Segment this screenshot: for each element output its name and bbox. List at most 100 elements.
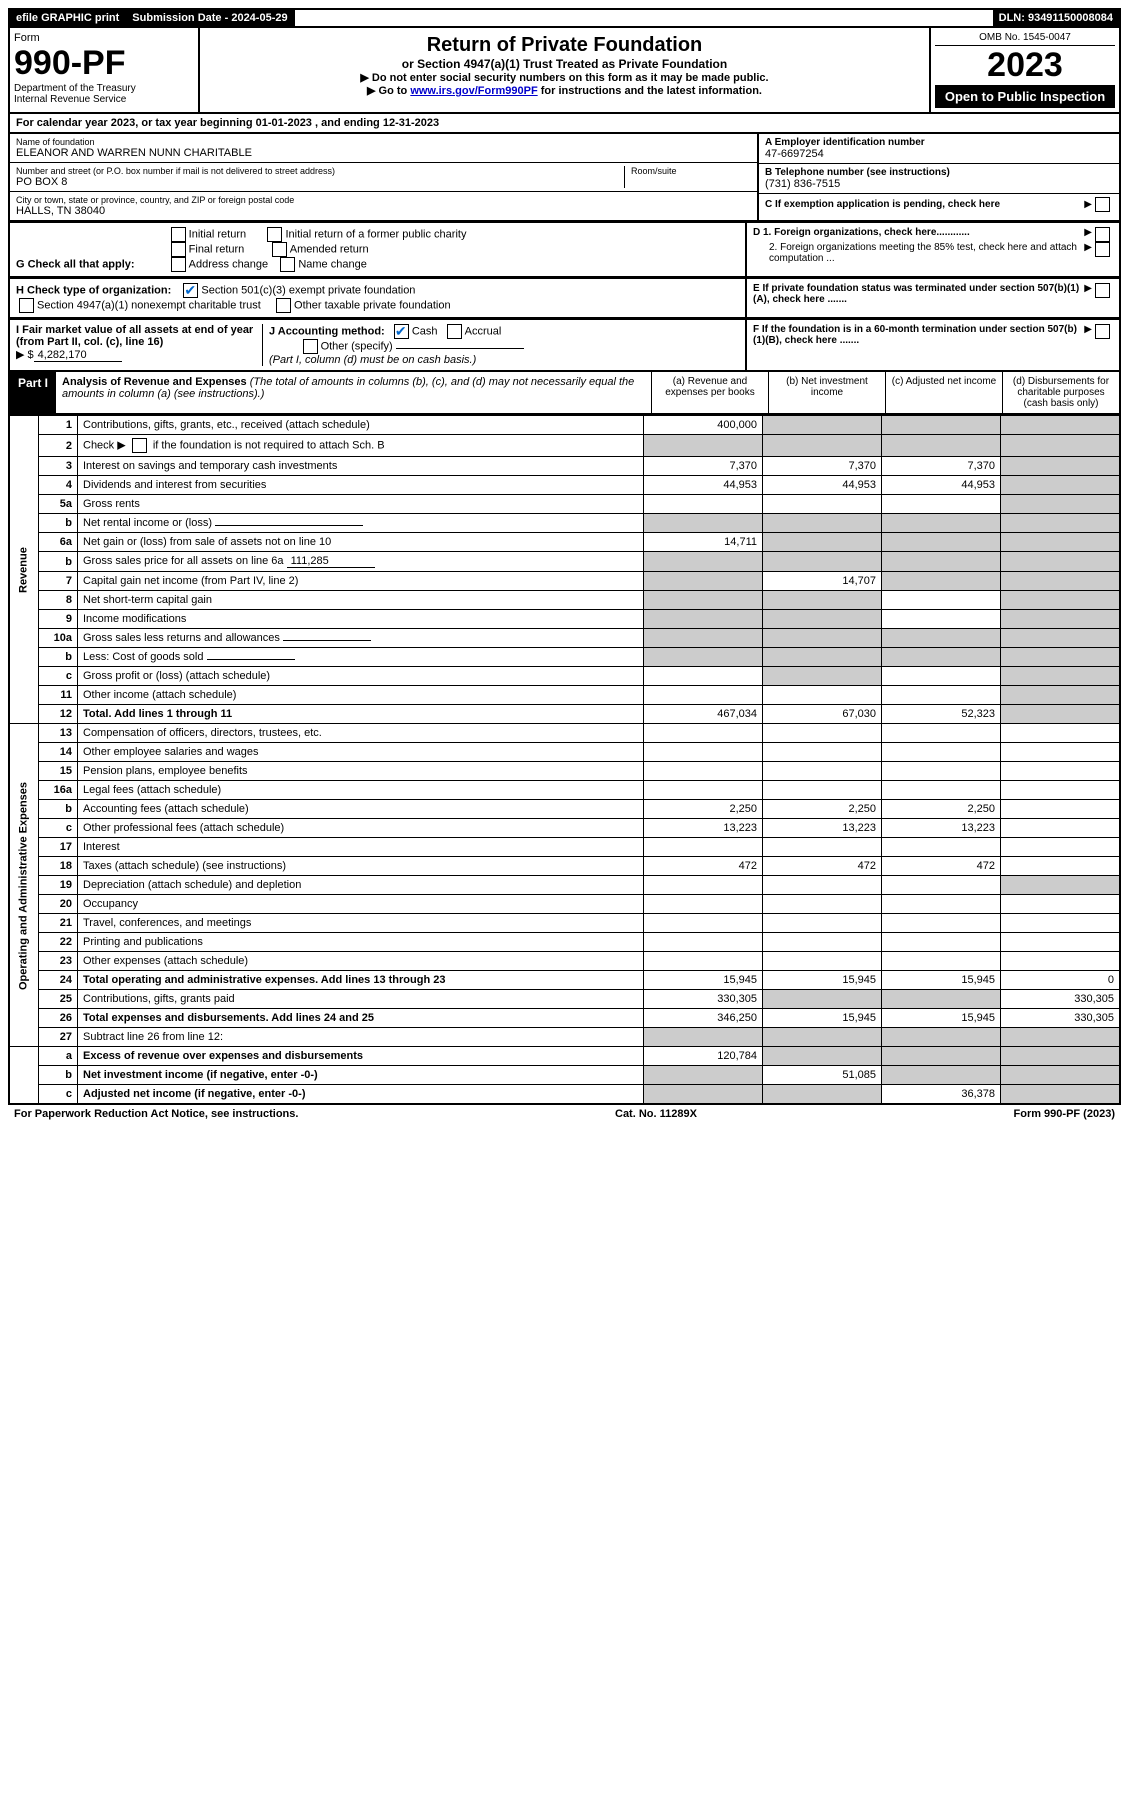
footer-right: Form 990-PF (2023): [1014, 1108, 1115, 1120]
subdate: Submission Date - 2024-05-29: [126, 10, 294, 26]
irs-link[interactable]: www.irs.gov/Form990PF: [410, 85, 537, 97]
table-row: 7Capital gain net income (from Part IV, …: [9, 572, 1120, 591]
street: PO BOX 8: [16, 176, 624, 188]
table-row: aExcess of revenue over expenses and dis…: [9, 1047, 1120, 1066]
table-row: bGross sales price for all assets on lin…: [9, 552, 1120, 572]
l2-cb[interactable]: [132, 438, 147, 453]
g-amended[interactable]: [272, 242, 287, 257]
open-inspection: Open to Public Inspection: [935, 85, 1115, 108]
table-row: 8Net short-term capital gain: [9, 591, 1120, 610]
d1: D 1. Foreign organizations, check here..…: [753, 227, 1084, 242]
city: HALLS, TN 38040: [16, 205, 751, 217]
table-row: 6aNet gain or (loss) from sale of assets…: [9, 533, 1120, 552]
table-row: 22Printing and publications: [9, 933, 1120, 952]
table-row: 23Other expenses (attach schedule): [9, 952, 1120, 971]
footer-mid: Cat. No. 11289X: [615, 1108, 697, 1120]
form-number: 990-PF: [14, 44, 194, 83]
c-checkbox[interactable]: [1095, 197, 1110, 212]
j-label: J Accounting method:: [269, 325, 385, 337]
j-other[interactable]: [303, 339, 318, 354]
d1-cb[interactable]: [1095, 227, 1110, 242]
top-bar: efile GRAPHIC print Submission Date - 20…: [8, 8, 1121, 28]
f-cb[interactable]: [1095, 324, 1110, 339]
table-row: 17Interest: [9, 838, 1120, 857]
table-row: bNet investment income (if negative, ent…: [9, 1066, 1120, 1085]
g-name[interactable]: [280, 257, 295, 272]
table-row: 26Total expenses and disbursements. Add …: [9, 1009, 1120, 1028]
g-address[interactable]: [171, 257, 186, 272]
table-row: Operating and Administrative Expenses 13…: [9, 724, 1120, 743]
table-row: 18Taxes (attach schedule) (see instructi…: [9, 857, 1120, 876]
h-4947[interactable]: [19, 298, 34, 313]
section-ij: I Fair market value of all assets at end…: [8, 319, 1121, 372]
f-label: F If the foundation is in a 60-month ter…: [753, 324, 1084, 366]
g-initial-former[interactable]: [267, 227, 282, 242]
table-row: 27Subtract line 26 from line 12:: [9, 1028, 1120, 1047]
form-label: Form: [14, 32, 194, 44]
tax-year: 2023: [935, 46, 1115, 85]
h-other[interactable]: [276, 298, 291, 313]
table-row: 11Other income (attach schedule): [9, 686, 1120, 705]
e-label: E If private foundation status was termi…: [753, 283, 1084, 313]
city-label: City or town, state or province, country…: [16, 195, 751, 205]
street-label: Number and street (or P.O. box number if…: [16, 166, 624, 176]
table-row: 2Check ▶ if the foundation is not requir…: [9, 435, 1120, 457]
i-label: I Fair market value of all assets at end…: [16, 324, 253, 348]
e-cb[interactable]: [1095, 283, 1110, 298]
table-row: bNet rental income or (loss): [9, 514, 1120, 533]
calendar-year: For calendar year 2023, or tax year begi…: [8, 114, 1121, 134]
footer: For Paperwork Reduction Act Notice, see …: [8, 1105, 1121, 1123]
h-label: H Check type of organization:: [16, 284, 171, 296]
g-initial[interactable]: [171, 227, 186, 242]
table-row: bLess: Cost of goods sold: [9, 648, 1120, 667]
j-accrual[interactable]: [447, 324, 462, 339]
efile-btn[interactable]: efile GRAPHIC print: [10, 10, 126, 26]
part1-table: Revenue 1Contributions, gifts, grants, e…: [8, 415, 1121, 1105]
table-row: 16aLegal fees (attach schedule): [9, 781, 1120, 800]
col-a: (a) Revenue and expenses per books: [651, 372, 768, 413]
table-row: 25Contributions, gifts, grants paid330,3…: [9, 990, 1120, 1009]
table-row: bAccounting fees (attach schedule)2,2502…: [9, 800, 1120, 819]
instr1: ▶ Do not enter social security numbers o…: [206, 71, 923, 84]
j-cash[interactable]: [394, 324, 409, 339]
table-row: cGross profit or (loss) (attach schedule…: [9, 667, 1120, 686]
table-row: 15Pension plans, employee benefits: [9, 762, 1120, 781]
table-row: cOther professional fees (attach schedul…: [9, 819, 1120, 838]
part1-label: Part I: [10, 372, 56, 413]
d2: 2. Foreign organizations meeting the 85%…: [753, 242, 1084, 264]
dln: DLN: 93491150008084: [993, 10, 1119, 26]
g-label: G Check all that apply:: [16, 258, 135, 270]
table-row: 4Dividends and interest from securities4…: [9, 476, 1120, 495]
h-501c3[interactable]: [183, 283, 198, 298]
section-g: G Check all that apply: Initial return I…: [8, 222, 1121, 278]
subtitle: or Section 4947(a)(1) Trust Treated as P…: [206, 57, 923, 71]
table-row: Revenue 1Contributions, gifts, grants, e…: [9, 416, 1120, 435]
table-row: 3Interest on savings and temporary cash …: [9, 457, 1120, 476]
table-row: 20Occupancy: [9, 895, 1120, 914]
g-final[interactable]: [171, 242, 186, 257]
i-value: 4,282,170: [34, 349, 122, 362]
instr2: ▶ Go to www.irs.gov/Form990PF for instru…: [206, 84, 923, 97]
j-note: (Part I, column (d) must be on cash basi…: [269, 354, 476, 366]
table-row: 14Other employee salaries and wages: [9, 743, 1120, 762]
part1-header: Part I Analysis of Revenue and Expenses …: [8, 372, 1121, 415]
ein: 47-6697254: [765, 148, 1113, 160]
foundation-name: ELEANOR AND WARREN NUNN CHARITABLE: [16, 147, 751, 159]
col-b: (b) Net investment income: [768, 372, 885, 413]
title: Return of Private Foundation: [206, 34, 923, 57]
table-row: 12Total. Add lines 1 through 11467,03467…: [9, 705, 1120, 724]
expenses-label: Operating and Administrative Expenses: [9, 724, 39, 1047]
table-row: 21Travel, conferences, and meetings: [9, 914, 1120, 933]
name-label: Name of foundation: [16, 137, 751, 147]
b-label: B Telephone number (see instructions): [765, 167, 1113, 178]
table-row: 19Depreciation (attach schedule) and dep…: [9, 876, 1120, 895]
col-d: (d) Disbursements for charitable purpose…: [1002, 372, 1119, 413]
table-row: cAdjusted net income (if negative, enter…: [9, 1085, 1120, 1105]
col-c: (c) Adjusted net income: [885, 372, 1002, 413]
table-row: 24Total operating and administrative exp…: [9, 971, 1120, 990]
table-row: 10aGross sales less returns and allowanc…: [9, 629, 1120, 648]
irs: Internal Revenue Service: [14, 94, 194, 105]
d2-cb[interactable]: [1095, 242, 1110, 257]
form-header: Form 990-PF Department of the Treasury I…: [8, 28, 1121, 114]
footer-left: For Paperwork Reduction Act Notice, see …: [14, 1108, 298, 1120]
